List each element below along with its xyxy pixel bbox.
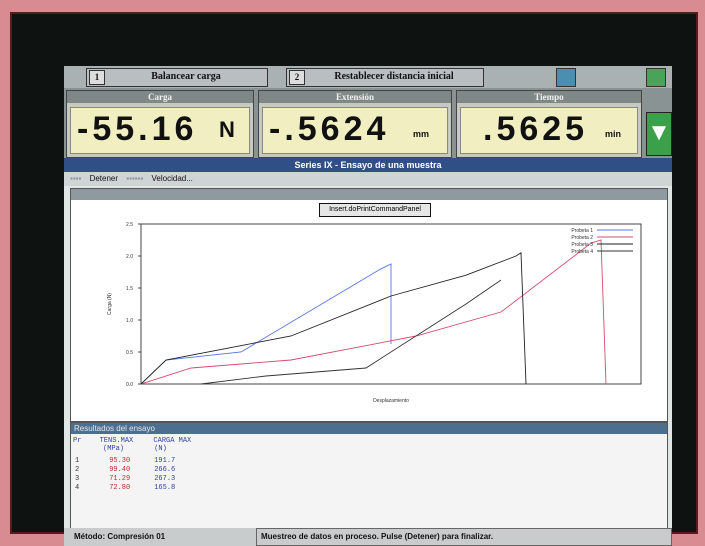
results-header: Pr TENS.MAX CARGA MAX (MPa) (N) <box>73 437 191 453</box>
legend-entry: Probeta 3 <box>571 242 593 248</box>
chart-window-titlebar <box>71 189 667 200</box>
status-method: Método: Compresión 01 <box>74 532 166 541</box>
table-row: 4 72.80 165.8 <box>75 484 175 492</box>
series-line <box>140 251 527 385</box>
balance-load-button[interactable]: 1 Balancear carga <box>86 68 268 87</box>
y-tick-label: 1.0 <box>126 318 133 324</box>
reset-distance-label: Restablecer distancia inicial <box>334 71 454 82</box>
load-value: -55.16 <box>77 110 198 148</box>
chart-window: Insert.doPrintCommandPanel 0.0 0.5 1.0 1.5 2… <box>70 188 668 422</box>
run-icon[interactable] <box>646 68 666 87</box>
extension-label: Extensión <box>259 91 451 103</box>
load-panel: Carga -55.16 N <box>66 90 254 158</box>
y-tick-label: 0.5 <box>126 350 133 356</box>
menu-bar: ▪▪▪▪ Detener ▪▪▪▪▪▪ Velocidad... <box>64 172 672 186</box>
series-line <box>140 239 607 385</box>
row-tens-max: 72.80 <box>109 484 131 492</box>
load-label: Carga <box>67 91 253 103</box>
down-arrow-button[interactable]: ▼ <box>646 112 672 156</box>
series-line <box>200 279 502 385</box>
balance-load-label: Balancear carga <box>151 71 221 82</box>
load-unit: N <box>219 117 235 142</box>
menu-item-velocidad[interactable]: Velocidad... <box>151 174 193 183</box>
row-label: 1 <box>75 457 80 465</box>
y-tick-label: 0.0 <box>126 382 133 388</box>
window-title: Series IX - Ensayo de una muestra <box>64 158 672 172</box>
key-2: 2 <box>289 70 305 85</box>
y-tick-label: 2.0 <box>126 254 133 260</box>
extension-unit: mm <box>413 129 430 139</box>
key-1: 1 <box>89 70 105 85</box>
table-row: 2 99.40 266.6 <box>75 466 175 474</box>
load-display: -55.16 N <box>70 107 250 154</box>
extension-panel: Extensión -.5624 mm <box>258 90 452 158</box>
status-message: Muestreo de datos en proceso. Pulse (Det… <box>256 528 672 546</box>
extension-display: -.5624 mm <box>262 107 448 154</box>
menu-item-inactive: ▪▪▪▪ <box>70 174 82 183</box>
legend-entry: Probeta 4 <box>571 249 593 255</box>
status-bar: Método: Compresión 01 Muestreo de datos … <box>64 528 672 546</box>
row-label: 2 <box>75 466 80 474</box>
row-carga-max: 267.3 <box>154 475 176 483</box>
y-tick-label: 1.5 <box>126 286 133 292</box>
row-carga-max: 191.7 <box>154 457 176 465</box>
time-label: Tiempo <box>457 91 641 103</box>
row-tens-max: 95.30 <box>109 457 131 465</box>
screen: 1 Balancear carga 2 Restablecer distanci… <box>64 66 672 546</box>
time-unit: min <box>605 129 622 139</box>
results-window: Resultados del ensayo Pr TENS.MAX CARGA … <box>70 422 668 530</box>
x-axis-label: Desplazamiento <box>373 398 409 404</box>
legend-entry: Probeta 2 <box>571 235 593 241</box>
readouts-panel: Carga -55.16 N Extensión -.5624 mm Tiemp… <box>64 88 672 158</box>
menu-item-inactive-2: ▪▪▪▪▪▪ <box>126 174 144 183</box>
time-value: .5625 <box>483 110 589 148</box>
monitor-bezel: 1 Balancear carga 2 Restablecer distanci… <box>10 12 698 546</box>
time-display: .5625 min <box>460 107 638 154</box>
row-label: 4 <box>75 484 80 492</box>
reset-distance-button[interactable]: 2 Restablecer distancia inicial <box>286 68 484 87</box>
row-tens-max: 71.29 <box>109 475 131 483</box>
row-tens-max: 99.40 <box>109 466 131 474</box>
row-carga-max: 165.8 <box>154 484 176 492</box>
legend-entry: Probeta 1 <box>571 228 593 234</box>
results-col1-unit: (MPa) <box>103 445 125 453</box>
results-col2-unit: (N) <box>154 445 167 453</box>
results-title: Resultados del ensayo <box>71 423 667 434</box>
extension-value: -.5624 <box>269 110 390 148</box>
results-col1: TENS.MAX <box>99 437 134 445</box>
results-col-sp: Pr <box>73 437 82 445</box>
menu-item-detener[interactable]: Detener <box>89 174 119 183</box>
command-bar: 1 Balancear carga 2 Restablecer distanci… <box>64 66 672 88</box>
results-col2: CARGA MAX <box>153 437 192 445</box>
time-panel: Tiempo .5625 min <box>456 90 642 158</box>
table-row: 3 71.29 267.3 <box>75 475 175 483</box>
table-row: 1 95.30 191.7 <box>75 457 175 465</box>
chart-svg: 0.0 0.5 1.0 1.5 2.0 2.5 Desplazamiento Carga (N… <box>107 222 642 404</box>
row-carga-max: 266.6 <box>154 466 176 474</box>
row-label: 3 <box>75 475 80 483</box>
y-tick-label: 2.5 <box>126 222 133 228</box>
monitor-icon[interactable] <box>556 68 576 87</box>
results-button[interactable]: Insert.doPrintCommandPanel <box>319 203 431 217</box>
y-axis-label: Carga (N) <box>107 293 113 315</box>
